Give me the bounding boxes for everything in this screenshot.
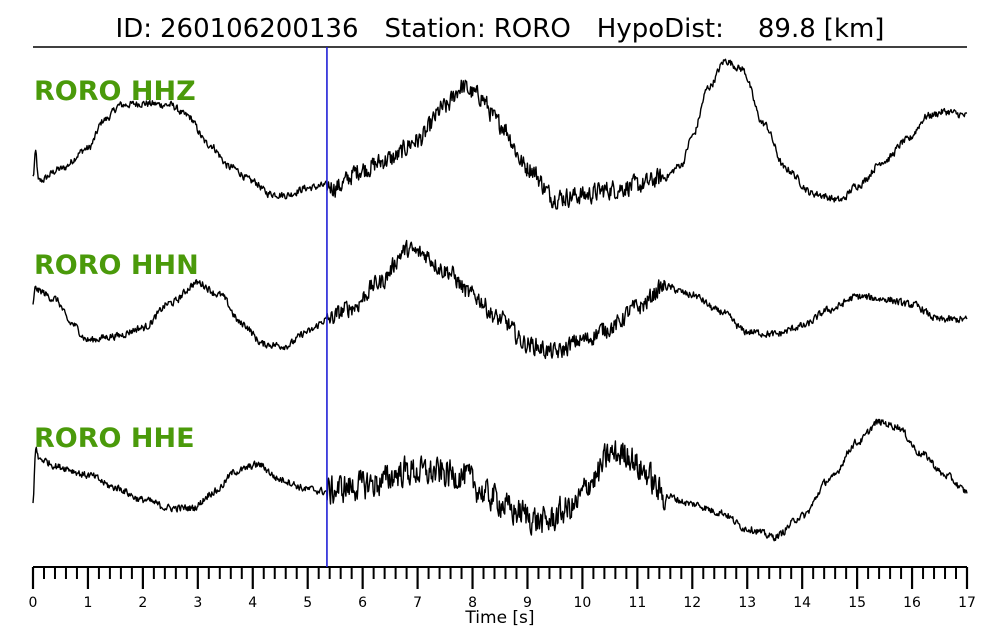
tick-label: 7 <box>413 595 422 611</box>
tick-label: 10 <box>573 595 591 611</box>
trace-roro-hhz <box>32 58 968 210</box>
trace-label-roro-hhn: RORO HHN <box>34 250 199 281</box>
title-station-value: RORO <box>494 14 571 44</box>
tick-label: 8 <box>468 595 477 611</box>
time-axis: 0 1 2 3 4 5 6 7 8 9 10 11 12 13 14 15 16 17 <box>29 566 976 611</box>
title-id-value: 260106200136 <box>160 14 359 44</box>
tick-label: 3 <box>193 595 202 611</box>
tick-label: 15 <box>848 595 866 611</box>
trace-label-group: RORO HHZ RORO HHN RORO HHE <box>34 76 199 454</box>
x-axis-label: Time [s] <box>464 608 534 628</box>
tick-label: 16 <box>903 595 921 611</box>
trace-roro-hhe <box>32 418 968 542</box>
tick-label: 12 <box>683 595 701 611</box>
tick-label: 13 <box>738 595 756 611</box>
tick-label: 17 <box>958 595 976 611</box>
chart-title: ID: 260106200136 Station: RORO HypoDist: 89.8… <box>116 14 885 44</box>
tick-label: 2 <box>138 595 147 611</box>
title-hypodist-value: 89.8 <box>758 14 816 44</box>
trace-label-roro-hhz: RORO HHZ <box>34 76 196 107</box>
tick-label: 14 <box>793 595 811 611</box>
tick-label: 4 <box>248 595 257 611</box>
tick-label: 1 <box>83 595 92 611</box>
tick-label: 6 <box>358 595 367 611</box>
tick-label: 11 <box>628 595 646 611</box>
tick-label: 5 <box>303 595 312 611</box>
title-hypodist-label: HypoDist: <box>597 14 724 44</box>
trace-group <box>32 58 968 542</box>
title-hypodist-unit: [km] <box>824 14 885 44</box>
title-station-label: Station: <box>385 14 486 44</box>
trace-label-roro-hhe: RORO HHE <box>34 423 195 454</box>
title-id-label: ID: <box>116 14 152 44</box>
tick-label: 9 <box>523 595 532 611</box>
trace-roro-hhn <box>32 239 968 360</box>
tick-label: 0 <box>29 595 38 611</box>
